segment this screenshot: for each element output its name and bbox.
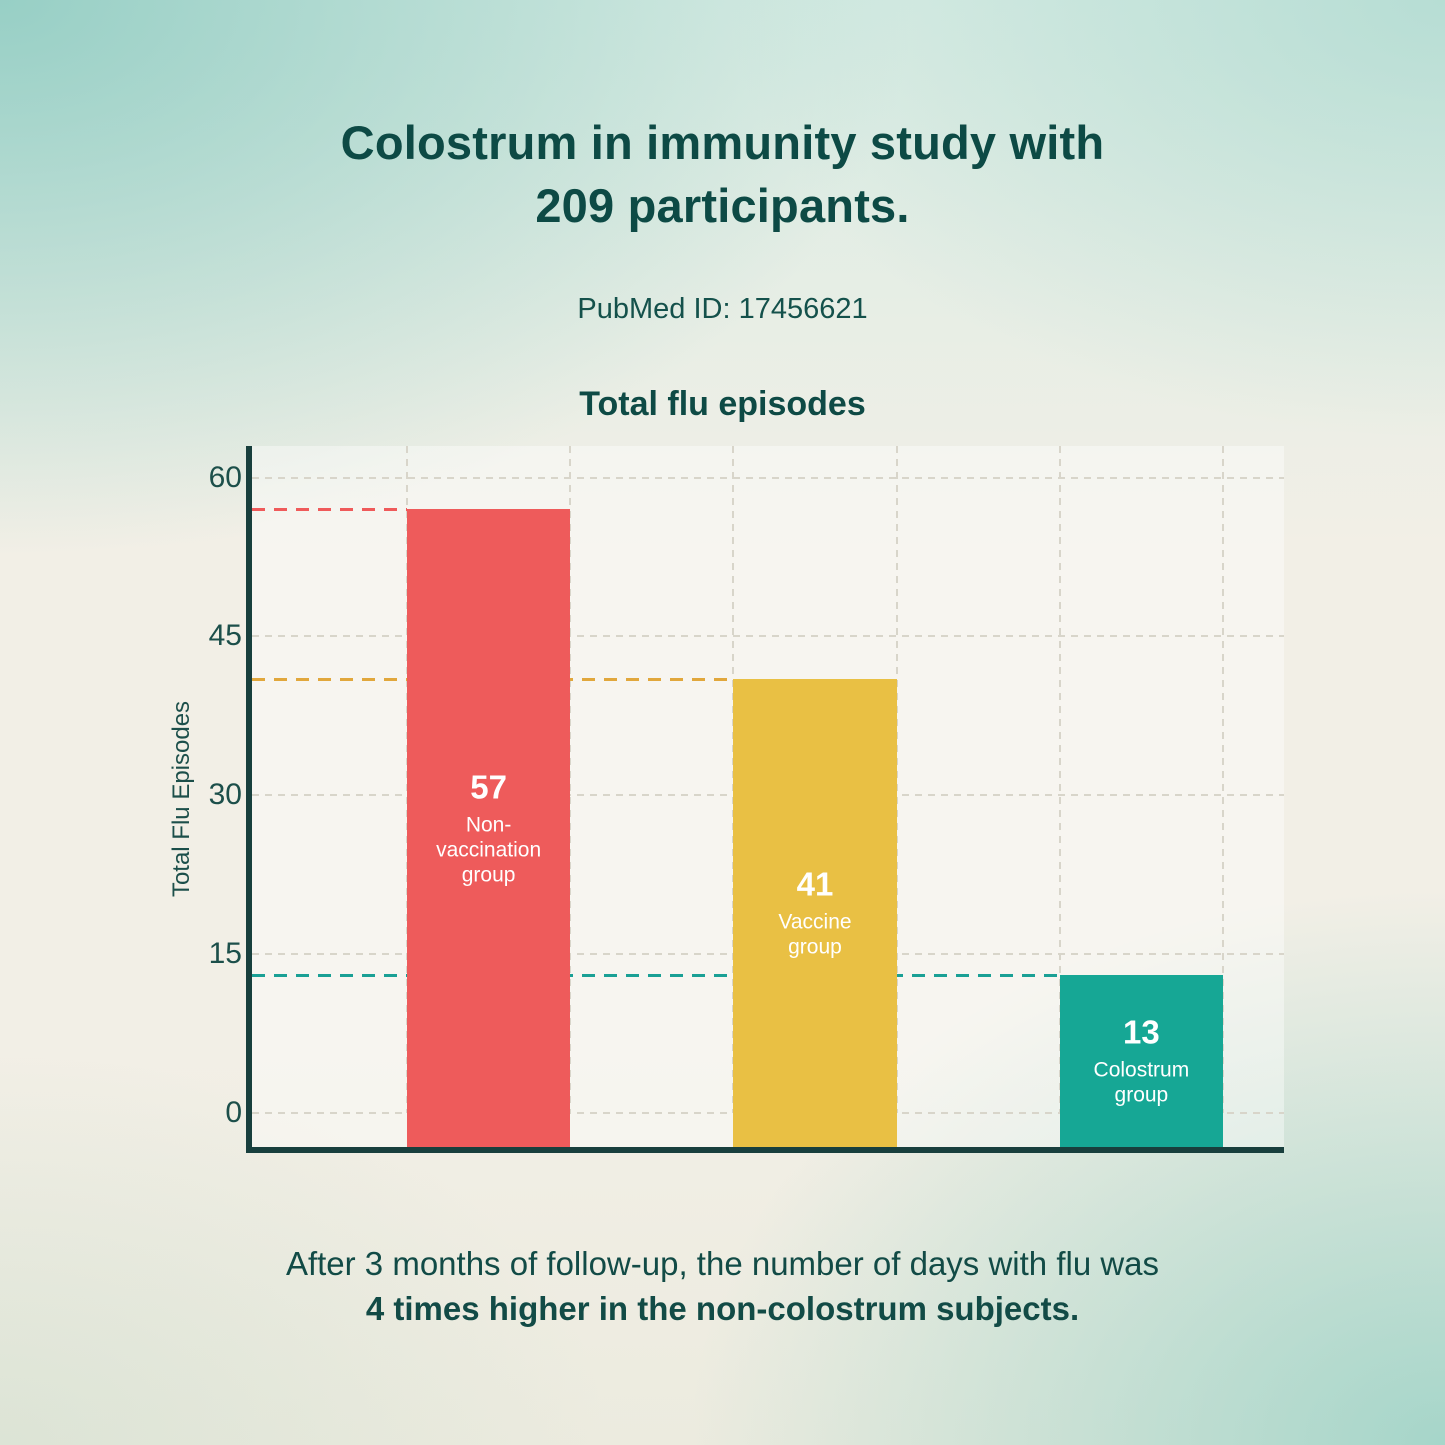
- page-title-line1: Colostrum in immunity study with: [340, 116, 1105, 169]
- page-title: Colostrum in immunity study with 209 part…: [0, 112, 1445, 237]
- gridline-vertical: [1058, 446, 1061, 1113]
- page-title-line2: 209 participants.: [535, 178, 910, 232]
- bar-vaccine-group: 41 Vaccine group: [733, 678, 897, 1147]
- caption: After 3 months of follow-up, the number …: [0, 1241, 1445, 1331]
- bar-label: 41 Vaccine group: [733, 866, 896, 961]
- gridline-horizontal: [252, 476, 1284, 479]
- bar-category-label-line: group: [788, 935, 842, 959]
- y-axis-line: [246, 446, 252, 1153]
- bar-value: 41: [796, 865, 834, 903]
- y-tick-label: 60: [208, 460, 242, 494]
- y-tick-label: 0: [225, 1096, 242, 1129]
- bar-non-vaccination-group: 57 Non-vaccination group: [407, 509, 571, 1147]
- gridline-vertical: [895, 446, 898, 1113]
- bar-category-label-line: group: [461, 863, 516, 887]
- bar-category-label-line: group: [1114, 1083, 1169, 1107]
- bar-category-label-line: vaccination: [436, 838, 542, 862]
- bar-value: 57: [470, 768, 507, 806]
- bar-category-label-line: Vaccine: [778, 910, 852, 934]
- bar-category-label-line: Non-: [465, 813, 512, 837]
- caption-line1: After 3 months of follow-up, the number …: [285, 1245, 1160, 1282]
- y-tick-label: 15: [208, 937, 242, 971]
- bar-value: 13: [1123, 1013, 1160, 1051]
- bar-colostrum-group: 13 Colostrum group: [1059, 975, 1223, 1147]
- x-axis-line: [246, 1147, 1284, 1153]
- reference-line-1: [252, 508, 407, 512]
- bar-label: 57 Non-vaccination group: [407, 768, 570, 887]
- gridline-horizontal: [252, 635, 1284, 638]
- gridline-vertical: [1222, 446, 1224, 1113]
- y-tick-label: 30: [208, 778, 242, 812]
- caption-line2: 4 times higher in the non-colostrum subj…: [365, 1290, 1080, 1328]
- reference-line-3: [252, 974, 1060, 978]
- y-tick-label: 45: [208, 619, 242, 653]
- bar-label: 13 Colostrum group: [1060, 1014, 1223, 1109]
- pubmed-id: PubMed ID: 17456621: [577, 293, 868, 325]
- gridline-vertical: [569, 446, 572, 1113]
- bar-category-label-line: Colostrum: [1093, 1058, 1190, 1082]
- chart-title: Total flu episodes: [579, 385, 866, 423]
